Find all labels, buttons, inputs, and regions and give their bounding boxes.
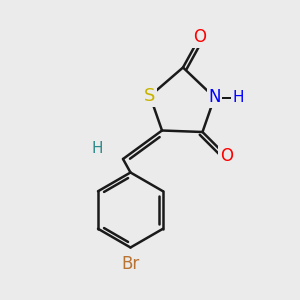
Text: O: O [220, 147, 233, 165]
Text: O: O [193, 28, 206, 46]
Text: N: N [208, 88, 221, 106]
Text: H: H [92, 141, 103, 156]
Text: H: H [233, 90, 244, 105]
Text: Br: Br [122, 255, 140, 273]
Text: S: S [144, 87, 156, 105]
